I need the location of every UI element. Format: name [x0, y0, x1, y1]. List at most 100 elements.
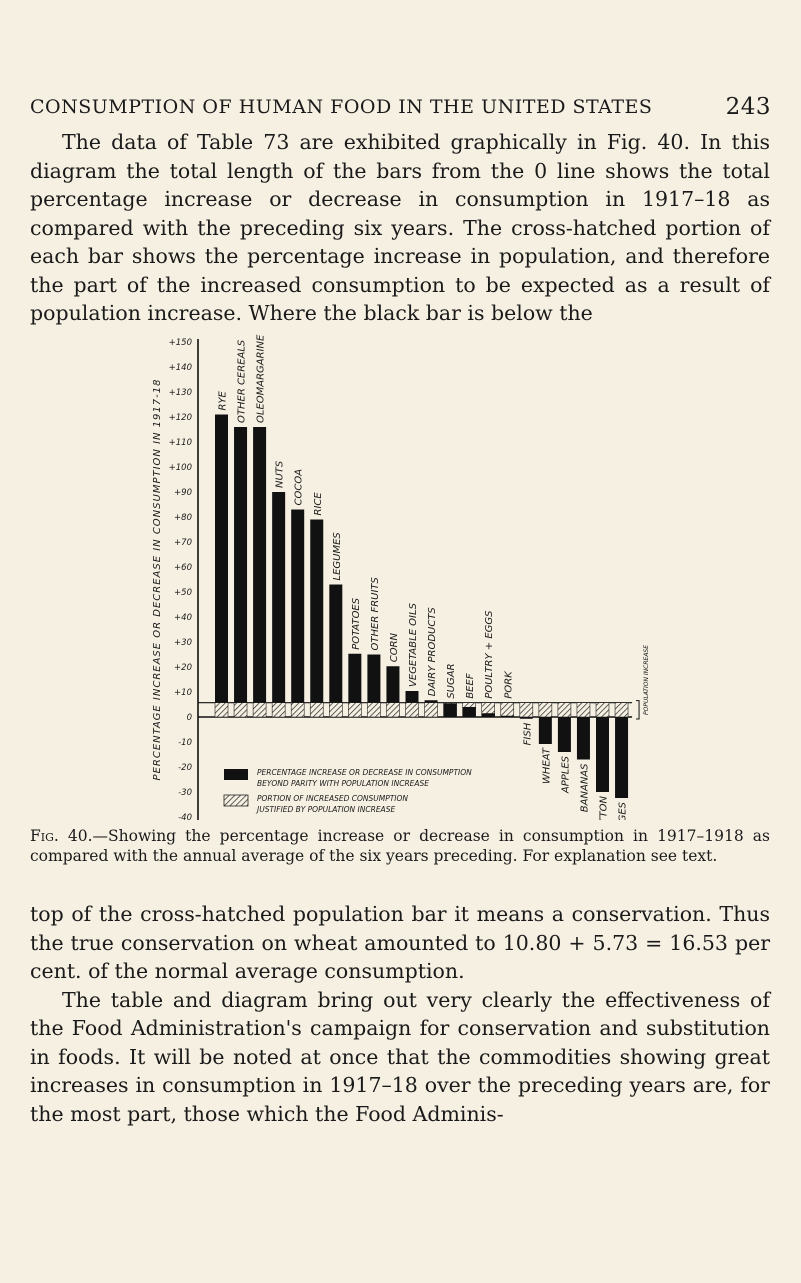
label-13: BEEF	[465, 673, 476, 698]
label-18: APPLES	[560, 755, 571, 794]
label-1: OTHER CEREALS	[237, 339, 248, 423]
label-10: VEGETABLE OILS	[408, 602, 419, 687]
population-hatch-0	[214, 702, 229, 718]
y-tick-label: +50	[174, 588, 192, 598]
legend-text-2b: JUSTIFIED BY POPULATION INCREASE	[255, 805, 395, 814]
bar-mutton	[596, 717, 609, 792]
legend-text-2: PORTION OF INCREASED CONSUMPTION	[257, 794, 408, 803]
label-16: FISH	[522, 722, 533, 745]
population-bracket	[636, 700, 640, 720]
bar-bananas	[576, 717, 590, 760]
label-5: RICE	[313, 492, 324, 516]
label-2: OLEOMARGARINE	[256, 334, 267, 423]
legend-text-1: PERCENTAGE INCREASE OR DECREASE IN CONSU…	[257, 768, 472, 777]
paragraph-3: The table and diagram bring out very cle…	[30, 987, 770, 1126]
label-12: SUGAR	[446, 663, 457, 698]
bar-other-fruits	[367, 654, 381, 703]
population-hatch-20	[595, 702, 610, 718]
paragraph-continued: top of the cross-hatched population bar …	[30, 900, 770, 1128]
y-tick-label: +10	[174, 688, 192, 698]
population-hatch-18	[557, 702, 572, 718]
bar-poultry-eggs	[481, 713, 495, 717]
y-tick-label: -30	[178, 788, 192, 798]
bar-vegetable-oils	[405, 691, 419, 703]
population-hatch-21	[614, 702, 629, 718]
bar-corn	[386, 666, 400, 703]
bar-sugar	[443, 703, 457, 717]
bar-potatoes	[348, 653, 362, 703]
population-hatch-6	[328, 702, 343, 718]
y-tick-label: -10	[178, 738, 192, 748]
figure-caption: Fig. 40.—Showing the percentage increase…	[30, 826, 770, 866]
bar-legumes	[329, 584, 343, 703]
y-tick-label: +60	[174, 563, 192, 573]
y-tick-label: +130	[169, 388, 192, 398]
page-number: 243	[725, 94, 771, 120]
bar-other-cereals	[234, 427, 248, 703]
label-19: BANANAS	[579, 763, 590, 812]
label-21: ORANGES	[618, 801, 629, 820]
bar-oleomargarine	[253, 427, 267, 703]
population-hatch-10	[405, 702, 419, 718]
bar-oranges	[615, 717, 629, 798]
label-4: COCOA	[294, 469, 305, 506]
y-tick-label: +80	[174, 513, 192, 523]
caption-label: Fig. 40.	[30, 827, 93, 845]
population-hatch-3	[271, 702, 286, 718]
caption-text: —Showing the percentage increase or decr…	[30, 827, 770, 865]
label-0: RYE	[218, 390, 229, 410]
population-hatch-11	[424, 702, 438, 718]
bar-wheat	[538, 717, 552, 744]
running-header: CONSUMPTION OF HUMAN FOOD IN THE UNITED …	[30, 94, 771, 124]
bar-rye	[215, 414, 228, 703]
y-tick-label: +40	[174, 613, 192, 623]
y-tick-label: +70	[174, 538, 192, 548]
y-tick-label: +120	[169, 413, 192, 423]
population-hatch-5	[309, 702, 324, 718]
population-hatch-17	[538, 702, 553, 718]
population-hatch-9	[386, 702, 400, 718]
y-tick-label: +100	[169, 463, 192, 473]
paragraph-1: The data of Table 73 are exhibited graph…	[30, 130, 770, 325]
legend-text-1b: BEYOND PARITY WITH POPULATION INCREASE	[257, 779, 429, 788]
label-14: POULTRY + EGGS	[484, 610, 495, 699]
population-hatch-2	[252, 702, 267, 718]
bar-fish	[519, 717, 533, 719]
bar-rice	[310, 519, 324, 703]
label-8: OTHER FRUITS	[370, 576, 381, 650]
label-17: WHEAT	[541, 747, 552, 784]
label-3: NUTS	[275, 460, 286, 488]
legend-swatch-black	[224, 769, 248, 780]
y-tick-label: 0	[187, 713, 192, 723]
y-tick-label: +20	[174, 663, 192, 673]
population-hatch-19	[576, 702, 591, 718]
bar-pork	[500, 715, 514, 717]
bar-nuts	[272, 492, 286, 703]
label-9: CORN	[389, 632, 400, 662]
population-label: POPULATION INCREASE	[643, 645, 650, 715]
label-11: DAIRY PRODUCTS	[427, 607, 438, 697]
y-tick-label: +90	[174, 488, 192, 498]
population-hatch-7	[348, 702, 362, 718]
bar-beef	[462, 707, 476, 717]
bar-apples	[557, 717, 571, 752]
population-hatch-8	[367, 702, 381, 718]
bar-cocoa	[291, 509, 305, 703]
y-tick-label: +110	[169, 438, 192, 448]
bar-dairy-products	[424, 700, 438, 703]
y-tick-label: +30	[174, 638, 192, 648]
figure-40-chart: +150+140+130+120+110+100+90+80+70+60+50+…	[152, 334, 650, 820]
population-hatch-1	[233, 702, 248, 718]
label-6: LEGUMES	[332, 532, 343, 581]
label-7: POTATOES	[351, 597, 362, 650]
header-title: CONSUMPTION OF HUMAN FOOD IN THE UNITED …	[30, 96, 653, 118]
population-hatch-16	[519, 702, 534, 718]
population-hatch-4	[290, 702, 305, 718]
y-axis-title: PERCENTAGE INCREASE OR DECREASE IN CONSU…	[152, 379, 163, 781]
paragraph-2: top of the cross-hatched population bar …	[30, 902, 770, 983]
y-tick-label: -20	[178, 763, 192, 773]
label-15: PORK	[503, 670, 514, 699]
y-tick-label: +150	[169, 338, 192, 348]
y-tick-label: +140	[169, 363, 192, 373]
